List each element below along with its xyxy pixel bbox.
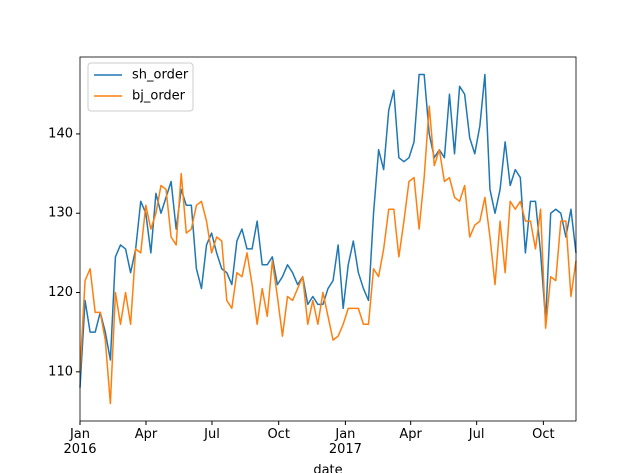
x-tick-label: Apr xyxy=(134,427,158,442)
x-tick-label: Jul xyxy=(468,427,485,442)
x-tick-label: Jan 2017 xyxy=(328,427,362,457)
y-tick-label: 120 xyxy=(48,285,73,300)
legend-label: sh_order xyxy=(132,68,189,83)
axes-frame xyxy=(79,56,577,422)
x-tick-label: Jan 2016 xyxy=(63,427,97,457)
x-axis-label: date xyxy=(313,463,343,473)
y-tick-label: 130 xyxy=(48,206,73,221)
y-tick-label: 140 xyxy=(48,126,73,141)
x-tick-label: Oct xyxy=(532,427,555,442)
series-line xyxy=(79,105,577,405)
x-tick-label: Oct xyxy=(267,427,290,442)
y-tick-label: 110 xyxy=(48,364,73,379)
legend: sh_order bj_order xyxy=(87,62,194,112)
legend-label: bj_order xyxy=(132,89,186,104)
x-tick-label: Jul xyxy=(204,427,220,442)
x-tick-label: Apr xyxy=(399,427,422,442)
series-line xyxy=(79,73,577,388)
